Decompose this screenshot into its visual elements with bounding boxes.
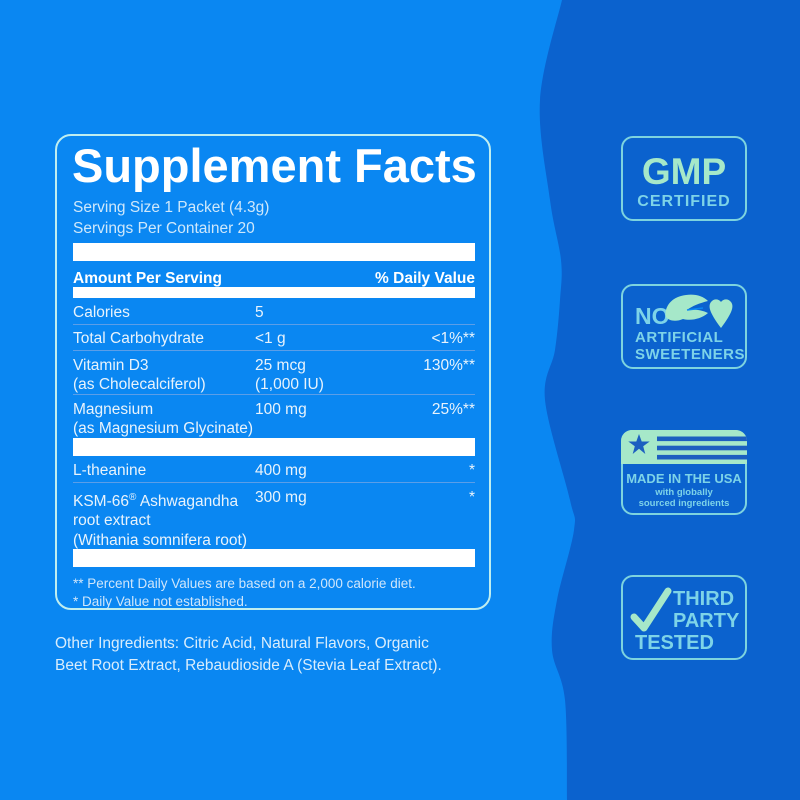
svg-text:ARTIFICIAL: ARTIFICIAL [635,329,723,346]
svg-text:with globally: with globally [654,487,713,498]
svg-text:NO: NO [635,303,670,329]
svg-text:GMP: GMP [642,151,726,192]
svg-text:MADE IN THE USA: MADE IN THE USA [626,471,742,486]
svg-text:CERTIFIED: CERTIFIED [637,193,730,210]
svg-text:PARTY: PARTY [673,610,740,632]
svg-text:sourced ingredients: sourced ingredients [639,498,730,509]
svg-text:THIRD: THIRD [673,588,734,610]
svg-text:TESTED: TESTED [635,632,714,654]
svg-text:SWEETENERS: SWEETENERS [635,346,745,363]
